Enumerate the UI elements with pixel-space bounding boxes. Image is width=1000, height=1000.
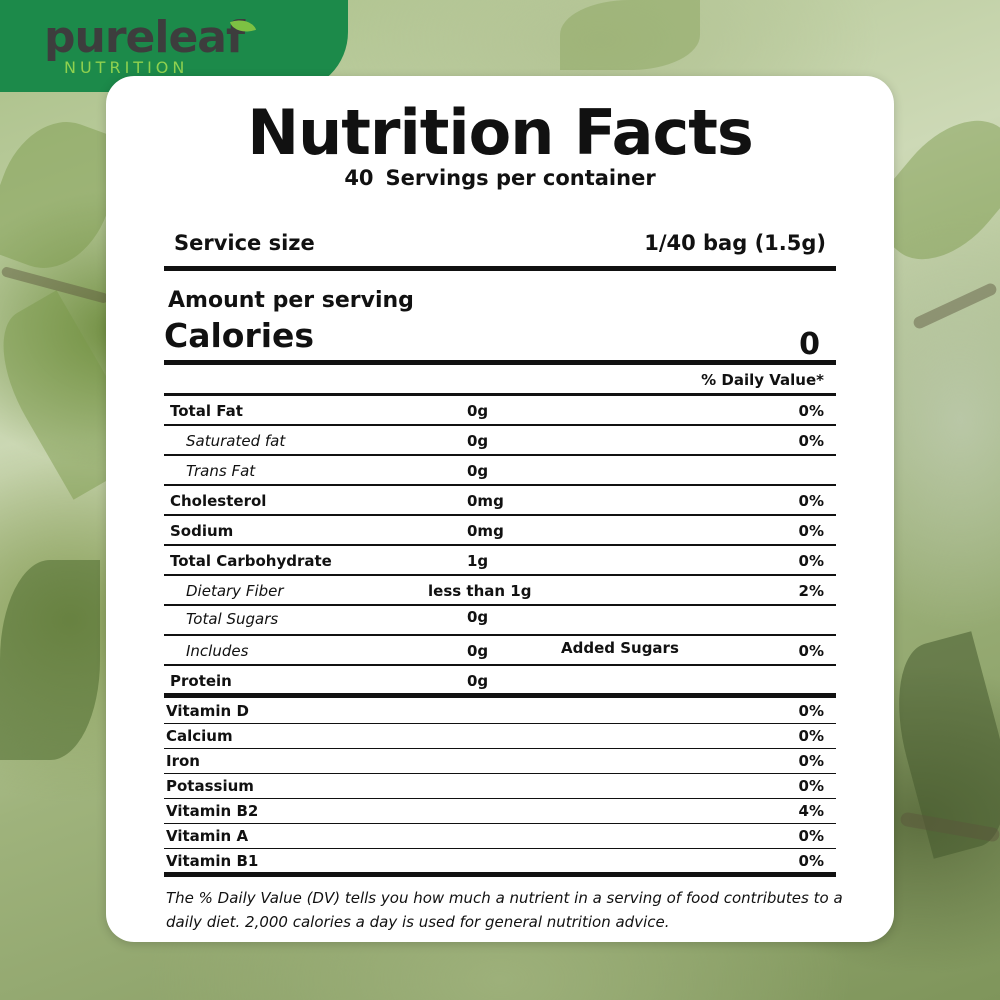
vitamin-dv: 0%: [798, 752, 824, 770]
daily-value-footnote: The % Daily Value (DV) tells you how muc…: [166, 889, 843, 931]
vitamin-row-vitamin-d: Vitamin D 0%: [164, 699, 836, 724]
vitamin-row-calcium: Calcium 0%: [164, 724, 836, 749]
thick-divider: [164, 266, 836, 271]
vitamin-name: Vitamin A: [166, 827, 249, 845]
service-size-value: 1/40 bag (1.5g): [644, 231, 826, 255]
amount-per-serving: Amount per serving: [168, 288, 414, 313]
vitamin-dv: 0%: [798, 852, 824, 870]
label-title: Nutrition Facts: [247, 96, 754, 169]
nutrient-name: Total Fat: [170, 402, 243, 420]
nutrient-name: Includes: [186, 642, 249, 660]
nutrient-extra-label: Added Sugars: [561, 639, 679, 657]
vitamin-name: Potassium: [166, 777, 254, 795]
nutrient-amount: 0mg: [467, 492, 504, 510]
vitamin-dv: 4%: [798, 802, 824, 820]
vitamin-dv: 0%: [798, 727, 824, 745]
nutrient-row-cholesterol: Cholesterol 0mg 0%: [164, 486, 836, 516]
calories-label: Calories: [164, 316, 315, 355]
vitamin-row-iron: Iron 0%: [164, 749, 836, 774]
nutrient-name: Saturated fat: [186, 432, 286, 450]
nutrient-amount: 0g: [467, 462, 489, 480]
nutrient-dv: 0%: [798, 642, 824, 660]
nutrient-name: Protein: [170, 672, 232, 690]
nutrient-dv: 0%: [798, 432, 824, 450]
nutrient-name: Cholesterol: [170, 492, 267, 510]
nutrient-amount: 0g: [467, 402, 489, 420]
nutrient-row-saturated-fat: Saturated fat 0g 0%: [164, 426, 836, 456]
vitamin-row-vitamin-b1: Vitamin B1 0%: [164, 849, 836, 877]
nutrient-dv: 0%: [798, 552, 824, 570]
nutrient-dv: 0%: [798, 402, 824, 420]
nutrient-amount: 0g: [467, 642, 489, 660]
vitamin-name: Calcium: [166, 727, 233, 745]
vitamin-row-vitamin-a: Vitamin A 0%: [164, 824, 836, 849]
brand-tagline: NUTRITION: [64, 58, 189, 77]
vitamin-dv: 0%: [798, 827, 824, 845]
nutrient-name: Sodium: [170, 522, 234, 540]
daily-value-header: % Daily Value*: [701, 371, 824, 389]
nutrient-row-dietary-fiber: Dietary Fiber less than 1g 2%: [164, 576, 836, 606]
nutrient-row-sodium: Sodium 0mg 0%: [164, 516, 836, 546]
vitamin-name: Vitamin B2: [166, 802, 259, 820]
nutrient-row-total-sugars: Total Sugars 0g: [164, 606, 836, 636]
nutrient-row-total-fat: Total Fat 0g 0%: [164, 396, 836, 426]
divider: [164, 393, 836, 396]
nutrient-amount: 1g: [467, 552, 489, 570]
vitamin-dv: 0%: [798, 702, 824, 720]
nutrient-name: Total Carbohydrate: [170, 552, 332, 570]
nutrient-row-trans-fat: Trans Fat 0g: [164, 456, 836, 486]
nutrient-amount: 0g: [467, 432, 489, 450]
nutrient-name: Trans Fat: [186, 462, 256, 480]
nutrient-amount: less than 1g: [428, 582, 532, 600]
nutrient-row-total-carbohydrate: Total Carbohydrate 1g 0%: [164, 546, 836, 576]
nutrient-dv: 0%: [798, 492, 824, 510]
servings-per-container: 40 Servings per container: [106, 166, 894, 190]
nutrient-amount: 0g: [467, 608, 489, 626]
vitamin-name: Vitamin B1: [166, 852, 259, 870]
nutrient-row-added-sugars: Includes 0g Added Sugars 0%: [164, 636, 836, 666]
servings-text: Servings per container: [385, 166, 656, 190]
nutrient-dv: 2%: [798, 582, 824, 600]
vitamin-name: Vitamin D: [166, 702, 249, 720]
nutrient-row-protein: Protein 0g: [164, 666, 836, 698]
calories-value: 0: [799, 327, 820, 362]
service-size-row: Service size 1/40 bag (1.5g): [164, 228, 836, 262]
nutrient-dv: 0%: [798, 522, 824, 540]
thick-divider: [164, 360, 836, 365]
nutrition-facts-panel: Nutrition Facts 40 Servings per container…: [106, 76, 894, 942]
brand-logo-text: pureleaf: [44, 12, 245, 63]
vitamin-row-vitamin-b2: Vitamin B2 4%: [164, 799, 836, 824]
servings-count: 40: [344, 166, 374, 190]
vitamin-row-potassium: Potassium 0%: [164, 774, 836, 799]
vitamin-name: Iron: [166, 752, 200, 770]
nutrient-name: Total Sugars: [186, 610, 279, 628]
service-size-label: Service size: [174, 231, 315, 255]
nutrient-name: Dietary Fiber: [186, 582, 284, 600]
nutrient-amount: 0mg: [467, 522, 504, 540]
nutrient-amount: 0g: [467, 672, 489, 690]
vitamin-dv: 0%: [798, 777, 824, 795]
